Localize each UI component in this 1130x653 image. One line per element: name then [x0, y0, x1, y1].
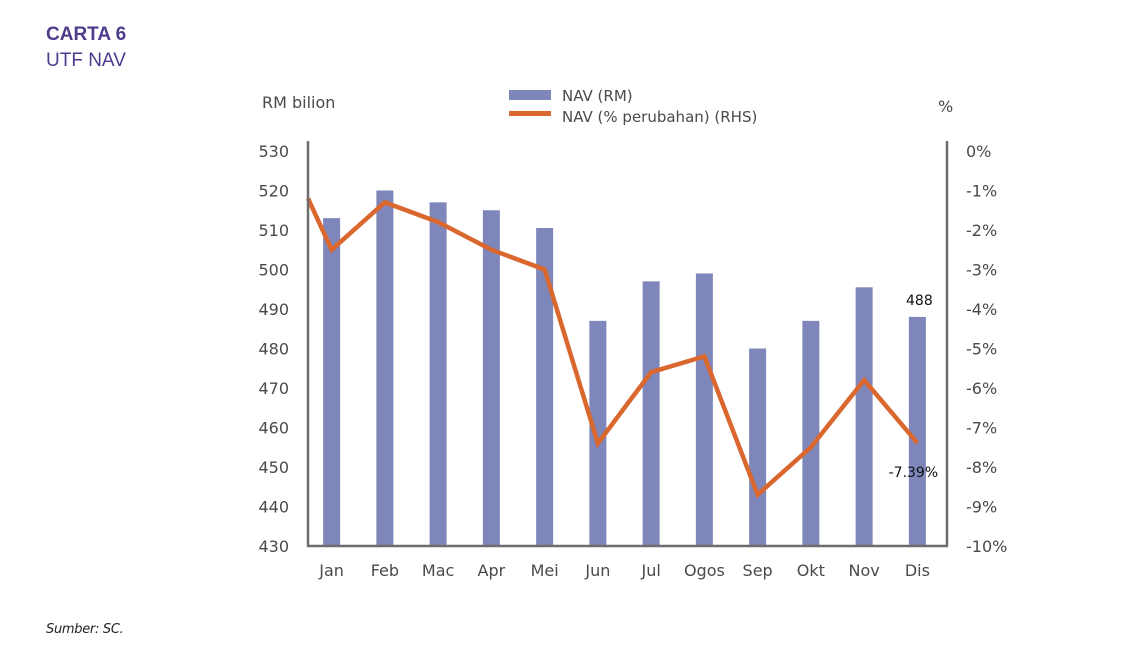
x-tick-label: Mac [422, 561, 454, 580]
nav-change-line [305, 197, 920, 499]
right-tick-label: -2% [966, 221, 997, 240]
bar-jul [642, 281, 660, 546]
x-tick-label: Okt [797, 561, 825, 580]
right-tick-label: -4% [966, 300, 997, 319]
x-tick-label: Dis [905, 561, 930, 580]
x-tick-label: Sep [743, 561, 773, 580]
right-tick-label: -3% [966, 261, 997, 280]
x-tick-label: Nov [849, 561, 880, 580]
bar-dis [908, 316, 926, 546]
legend-swatch-bar [509, 90, 551, 100]
left-tick-label: 510 [258, 221, 289, 240]
right-tick-label: -10% [966, 537, 1007, 556]
source-note: Sumber: SC. [46, 622, 124, 637]
legend-swatch-line [509, 111, 551, 116]
bar-apr [482, 210, 500, 546]
left-tick-label: 440 [258, 498, 289, 517]
line-data-label: -7.39% [889, 465, 939, 481]
x-tick-label: Jun [584, 561, 610, 580]
left-tick-label: 450 [258, 458, 289, 477]
right-tick-label: -8% [966, 458, 997, 477]
left-tick-label: 470 [258, 379, 289, 398]
bar-sep [749, 348, 767, 546]
right-tick-label: -1% [966, 182, 997, 201]
x-axis-ticks: Jan Feb Mac Apr Mei Jun Jul Ogos Sep Okt Nov Dis [318, 561, 930, 580]
chart-title: CARTA 6 [46, 24, 127, 45]
left-tick-label: 530 [258, 142, 289, 161]
bar-feb [376, 190, 394, 546]
x-tick-label: Jan [318, 561, 344, 580]
left-tick-label: 480 [258, 340, 289, 359]
bar-mei [536, 228, 554, 546]
left-axis-title: RM bilion [262, 93, 335, 112]
x-tick-label: Apr [478, 561, 506, 580]
left-tick-label: 520 [258, 182, 289, 201]
right-axis-title: % [938, 97, 953, 116]
bar-nov [855, 287, 873, 546]
legend: NAV (RM) NAV (% perubahan) (RHS) [509, 87, 757, 126]
x-tick-label: Jul [640, 561, 660, 580]
right-tick-label: 0% [966, 142, 991, 161]
x-tick-label: Ogos [684, 561, 725, 580]
legend-label-bar: NAV (RM) [562, 87, 633, 105]
right-axis-ticks: 0% -1% -2% -3% -4% -5% -6% -7% -8% -9% -10% [966, 142, 1007, 556]
legend-label-line: NAV (% perubahan) (RHS) [562, 108, 757, 126]
left-axis-ticks: 530 520 510 500 490 480 470 460 450 440 430 [258, 142, 289, 556]
right-tick-label: -7% [966, 419, 997, 438]
bar-data-label: 488 [906, 293, 933, 309]
x-tick-label: Feb [371, 561, 399, 580]
bar-mac [429, 202, 447, 546]
bar-okt [802, 320, 820, 546]
left-tick-label: 460 [258, 419, 289, 438]
right-tick-label: -9% [966, 498, 997, 517]
bar-jun [589, 320, 607, 546]
bar-ogos [695, 273, 713, 546]
bar-jan [323, 218, 341, 546]
x-tick-label: Mei [531, 561, 559, 580]
right-tick-label: -5% [966, 340, 997, 359]
bar-series [323, 190, 926, 546]
right-tick-label: -6% [966, 379, 997, 398]
line-series [305, 197, 920, 499]
left-tick-label: 430 [258, 537, 289, 556]
left-tick-label: 500 [258, 261, 289, 280]
left-tick-label: 490 [258, 300, 289, 319]
chart-subtitle: UTF NAV [46, 50, 126, 71]
